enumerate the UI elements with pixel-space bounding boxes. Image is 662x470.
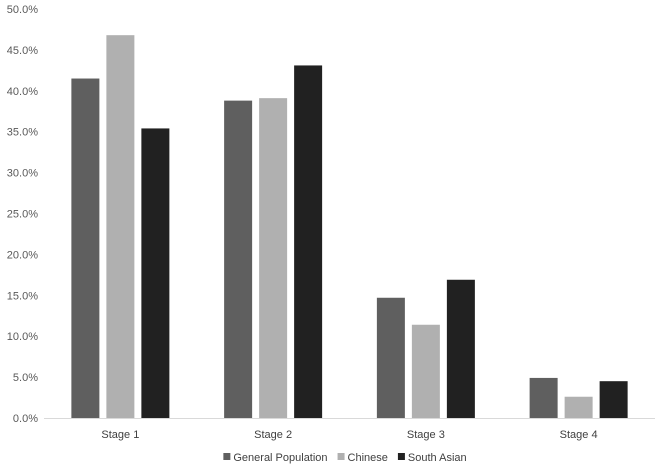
bar-chinese-stage-1 [106, 35, 135, 419]
bar-general-population-stage-1 [71, 78, 100, 418]
legend-label: General Population [233, 452, 327, 464]
x-tick-label: Stage 2 [254, 429, 292, 441]
bar-south-asian-stage-2 [294, 65, 323, 418]
bar-south-asian-stage-1 [141, 128, 170, 419]
x-tick-label: Stage 1 [101, 429, 139, 441]
bar-south-asian-stage-3 [446, 279, 475, 418]
y-tick-label: 45.0% [7, 45, 38, 57]
y-tick-label: 30.0% [7, 168, 38, 180]
y-tick-label: 0.0% [13, 413, 38, 425]
y-tick-label: 50.0% [7, 4, 38, 16]
bar-general-population-stage-4 [529, 377, 558, 418]
y-tick-label: 15.0% [7, 290, 38, 302]
legend-swatch [337, 453, 345, 460]
legend-item: Chinese [337, 452, 388, 464]
bar-chinese-stage-2 [259, 98, 288, 419]
y-tick-label: 10.0% [7, 331, 38, 343]
x-tick-label: Stage 3 [407, 429, 445, 441]
bar-general-population-stage-3 [376, 297, 405, 418]
legend-label: South Asian [408, 452, 467, 464]
y-tick-label: 35.0% [7, 127, 38, 139]
x-tick-label: Stage 4 [560, 429, 598, 441]
legend-item: General Population [223, 452, 328, 464]
x-axis: Stage 1 Stage 2 Stage 3 Stage 4 [44, 418, 655, 441]
bar-south-asian-stage-4 [599, 381, 628, 418]
y-tick-label: 5.0% [13, 372, 38, 384]
bar-general-population-stage-2 [224, 100, 253, 418]
bar-chinese-stage-4 [564, 396, 593, 418]
legend-swatch [397, 453, 405, 460]
y-tick-label: 25.0% [7, 209, 38, 221]
legend-swatch [223, 453, 231, 460]
legend: General Population Chinese South Asian [223, 452, 467, 464]
legend-label: Chinese [348, 452, 388, 464]
y-tick-label: 20.0% [7, 249, 38, 261]
y-tick-label: 40.0% [7, 86, 38, 98]
bar-chinese-stage-3 [411, 324, 440, 418]
bars [71, 35, 628, 419]
y-axis: 0.0% 5.0% 10.0% 15.0% 20.0% 25.0% 30.0% 35.0% 40… [7, 4, 38, 425]
legend-item: South Asian [397, 452, 467, 464]
